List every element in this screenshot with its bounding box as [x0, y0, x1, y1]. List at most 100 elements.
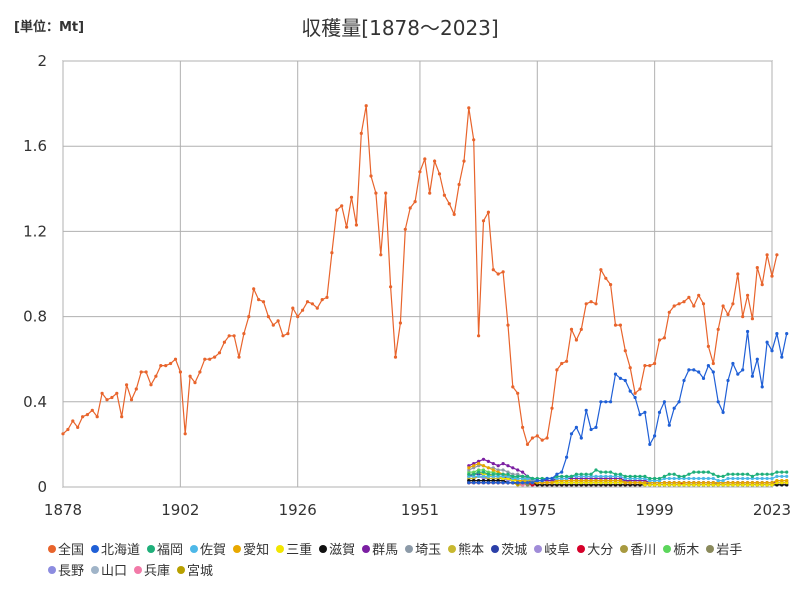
data-point [550, 406, 554, 410]
data-point [785, 470, 789, 474]
data-point [496, 472, 500, 476]
data-point [736, 481, 740, 485]
data-point [530, 436, 535, 440]
data-point [677, 302, 681, 306]
data-point [643, 364, 647, 368]
legend-item: 埼玉 [405, 540, 441, 561]
data-point [662, 474, 667, 478]
data-point [687, 481, 691, 485]
series-全国 [61, 104, 779, 446]
legend-item: 三重 [276, 540, 312, 561]
data-point [579, 327, 583, 331]
data-point [677, 474, 681, 478]
data-point [662, 483, 667, 487]
data-point [711, 476, 715, 481]
data-point [516, 474, 520, 478]
x-axis-ticks: 1878 1902 1926 1951 1975 1999 2023 [44, 501, 791, 519]
data-point [574, 483, 579, 487]
data-point [129, 398, 134, 402]
data-point [535, 483, 539, 487]
data-point [159, 364, 163, 368]
data-point [545, 483, 549, 487]
legend-item: 大分 [577, 540, 613, 561]
data-point [648, 442, 652, 446]
legend-label: 群馬 [372, 543, 399, 558]
data-point [760, 472, 764, 476]
data-point [525, 474, 530, 478]
data-point [550, 481, 554, 485]
data-point [315, 306, 319, 310]
data-point [701, 476, 706, 481]
data-point [550, 476, 554, 481]
data-point [491, 466, 495, 470]
legend-marker [91, 566, 100, 574]
data-point [560, 361, 564, 366]
data-point [511, 385, 515, 389]
data-point [481, 464, 486, 468]
data-point [403, 227, 407, 231]
data-point [633, 391, 637, 395]
data-point [633, 483, 637, 487]
data-point [662, 336, 667, 340]
data-point [555, 368, 559, 372]
data-point [667, 476, 671, 481]
data-point [701, 470, 706, 474]
data-point [467, 466, 471, 470]
data-point [721, 479, 725, 483]
data-point [633, 481, 637, 485]
data-point [638, 413, 642, 417]
data-point [618, 472, 623, 476]
data-point [682, 378, 686, 383]
legend-marker [48, 566, 56, 574]
data-point [584, 302, 588, 306]
data-point [594, 425, 598, 429]
data-point [687, 472, 691, 476]
data-point [657, 338, 662, 342]
data-point [716, 483, 720, 487]
data-point [599, 400, 603, 404]
x-tick-label: 1951 [401, 501, 439, 519]
data-point [540, 483, 544, 487]
data-point [477, 474, 481, 478]
data-point [770, 483, 774, 487]
legend-marker [448, 545, 457, 553]
y-tick-label: 1.6 [23, 137, 47, 155]
data-point [477, 459, 481, 463]
data-point [208, 357, 212, 361]
data-point [442, 193, 446, 197]
data-point [393, 355, 398, 359]
data-point [662, 481, 667, 485]
data-point [604, 400, 608, 404]
data-point [736, 476, 740, 481]
data-point [565, 474, 569, 478]
data-point [653, 476, 657, 481]
data-point [496, 272, 500, 276]
data-point [731, 483, 735, 487]
data-point [741, 472, 745, 476]
legend-marker [706, 545, 715, 553]
legend-marker [147, 545, 156, 553]
data-point [286, 332, 290, 336]
data-point [775, 332, 779, 336]
legend-marker [276, 545, 285, 553]
legend-label: 滋賀 [329, 543, 356, 558]
data-point [638, 474, 642, 478]
data-point [579, 474, 583, 478]
data-point [491, 474, 495, 478]
data-point [628, 389, 632, 393]
data-point [594, 302, 598, 306]
data-point [731, 302, 735, 306]
data-point [379, 253, 383, 257]
data-point [701, 481, 706, 485]
data-point [521, 474, 525, 478]
data-point [481, 481, 486, 485]
legend-marker [233, 545, 242, 553]
data-point [506, 481, 510, 485]
data-point [472, 481, 476, 485]
data-point [291, 306, 295, 310]
data-point [66, 427, 70, 432]
data-point [428, 191, 432, 195]
data-point [81, 415, 85, 419]
data-point [301, 308, 305, 312]
data-point [609, 483, 613, 487]
